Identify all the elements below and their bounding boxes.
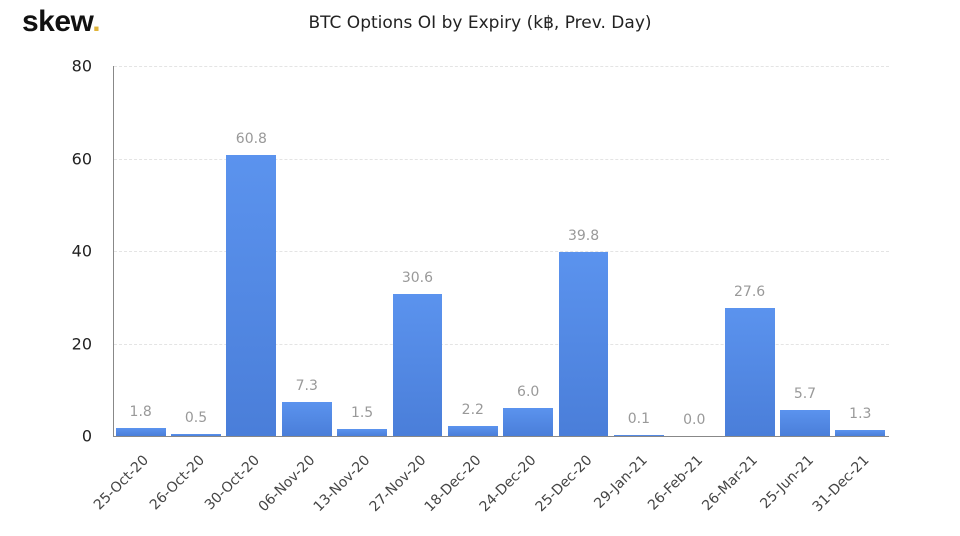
gridline xyxy=(114,251,889,252)
y-tick-label: 80 xyxy=(71,56,92,76)
y-tick-label: 60 xyxy=(71,149,92,168)
y-tick-label: 20 xyxy=(71,334,92,353)
bar xyxy=(392,294,443,436)
bar xyxy=(613,435,664,436)
gridline xyxy=(114,343,889,345)
value-label: 30.6 xyxy=(401,270,434,287)
x-tick-label: 29-Jan-21 xyxy=(591,452,651,512)
x-tick-label: 27-Nov-20 xyxy=(366,452,430,516)
value-label: 7.3 xyxy=(295,378,318,395)
x-tick-label: 26-Mar-21 xyxy=(699,452,762,515)
gridline xyxy=(114,158,889,160)
x-axis xyxy=(113,436,889,437)
x-tick-label: 26-Feb-21 xyxy=(644,452,706,514)
x-tick-label: 25-Oct-20 xyxy=(91,452,153,514)
value-label: 1.5 xyxy=(350,405,374,422)
value-label: 1.3 xyxy=(849,405,872,422)
bar xyxy=(447,425,498,436)
bar xyxy=(281,402,332,436)
skew-logo: skew. xyxy=(22,5,101,39)
gridline xyxy=(114,66,889,67)
logo-text: skew xyxy=(22,5,93,38)
value-label: 0.5 xyxy=(184,409,208,426)
x-tick-label: 06-Nov-20 xyxy=(255,452,319,516)
bar xyxy=(171,433,221,436)
bar xyxy=(724,308,775,436)
value-label: 6.0 xyxy=(517,384,540,401)
x-tick-label: 18-Dec-20 xyxy=(421,452,485,516)
y-tick-label: 0 xyxy=(81,426,92,446)
y-axis xyxy=(113,66,114,437)
bar xyxy=(337,429,387,436)
value-label: 0.0 xyxy=(683,412,706,428)
x-tick-label: 25-Dec-20 xyxy=(532,452,596,516)
x-tick-label: 13-Nov-20 xyxy=(311,452,374,516)
x-tick-label: 31-Dec-21 xyxy=(809,452,872,516)
value-label: 0.1 xyxy=(627,411,651,427)
value-label: 5.7 xyxy=(793,385,817,402)
value-label: 1.8 xyxy=(129,403,152,420)
x-tick-label: 25-Jun-21 xyxy=(756,452,817,513)
bar xyxy=(558,251,609,436)
bar xyxy=(503,408,554,436)
logo-dot: . xyxy=(92,5,101,38)
chart-title: BTC Options OI by Expiry (k฿, Prev. Day) xyxy=(308,13,652,33)
bar xyxy=(835,429,886,436)
x-tick-label: 30-Oct-20 xyxy=(202,452,264,514)
bar xyxy=(780,409,830,436)
value-label: 2.2 xyxy=(461,401,484,418)
bar xyxy=(115,427,166,436)
x-tick-label: 24-Dec-20 xyxy=(477,452,540,516)
y-tick-label: 40 xyxy=(71,241,92,261)
value-label: 60.8 xyxy=(235,130,267,147)
bar xyxy=(226,154,277,436)
x-tick-label: 26-Oct-20 xyxy=(146,452,208,514)
value-label: 39.8 xyxy=(567,227,600,244)
value-label: 27.6 xyxy=(734,284,766,301)
